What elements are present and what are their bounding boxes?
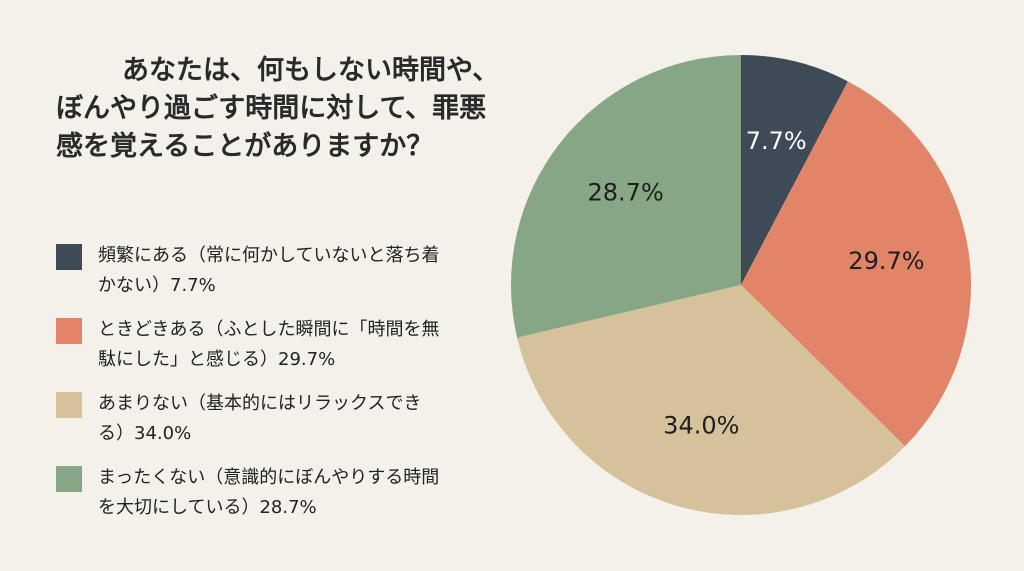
legend-swatch-frequent [56,244,82,270]
legend-label-frequent: 頻繁にある（常に何かしていないと落ち着かない）7.7% [98,245,440,296]
legend-swatch-rarely [56,392,82,418]
pie-slice-frequent [741,55,848,285]
slice-value-label-sometimes: 29.7% [848,247,924,275]
pie-slice-rarely [517,285,906,515]
pie-slice-sometimes [741,81,971,447]
slice-value-label-rarely: 34.0% [663,412,739,440]
legend-label-rarely: あまりない（基本的にはリラックスできる）34.0% [98,393,422,444]
legend-label-never: まったくない（意識的にぼんやりする時間を大切にしている）28.7% [98,467,440,518]
legend-swatch-never [56,466,82,492]
pie-slice-never [510,55,741,338]
legend-label-sometimes: ときどきある（ふとした瞬間に「時間を無駄にした」と感じる）29.7% [98,319,440,370]
chart-title: あなたは、何もしない時間や、ぼんやり過ごす時間に対して、罪悪感を覚えることがあり… [56,55,500,162]
slice-value-label-never: 28.7% [588,179,664,207]
slice-value-label-frequent: 7.7% [746,127,807,155]
legend-swatch-sometimes [56,318,82,344]
